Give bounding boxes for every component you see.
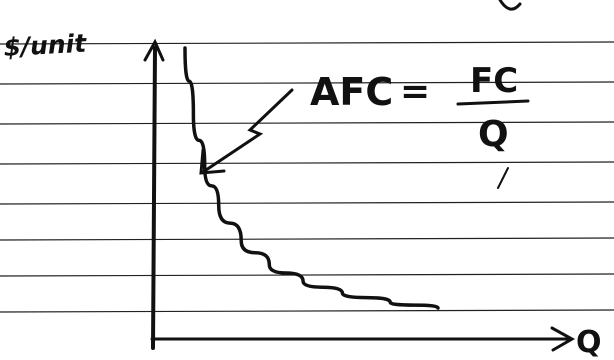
ruled-line bbox=[0, 121, 614, 125]
pen-mark-tick bbox=[497, 167, 509, 189]
pen-mark-top bbox=[498, 0, 522, 11]
ruled-line bbox=[0, 201, 614, 205]
formula-fraction-bar bbox=[456, 99, 530, 106]
formula-equals: = bbox=[400, 71, 430, 112]
ruled-line bbox=[0, 237, 614, 241]
x-axis bbox=[150, 326, 576, 352]
ruled-line bbox=[0, 41, 614, 45]
formula-label: AFC bbox=[310, 70, 393, 114]
ruled-lines bbox=[0, 41, 614, 313]
annotation-arrow bbox=[199, 88, 294, 175]
ruled-line bbox=[0, 161, 614, 165]
afc-curve bbox=[183, 46, 440, 310]
y-axis-label: $/unit bbox=[3, 29, 88, 62]
afc-formula: AFC = FC Q bbox=[310, 61, 530, 155]
ruled-line bbox=[0, 309, 614, 313]
y-axis bbox=[143, 38, 165, 350]
formula-numerator: FC bbox=[470, 61, 518, 101]
ruled-line bbox=[0, 81, 614, 85]
formula-denominator: Q bbox=[478, 114, 509, 155]
ruled-line bbox=[0, 273, 614, 277]
x-axis-label: Q bbox=[576, 325, 602, 360]
